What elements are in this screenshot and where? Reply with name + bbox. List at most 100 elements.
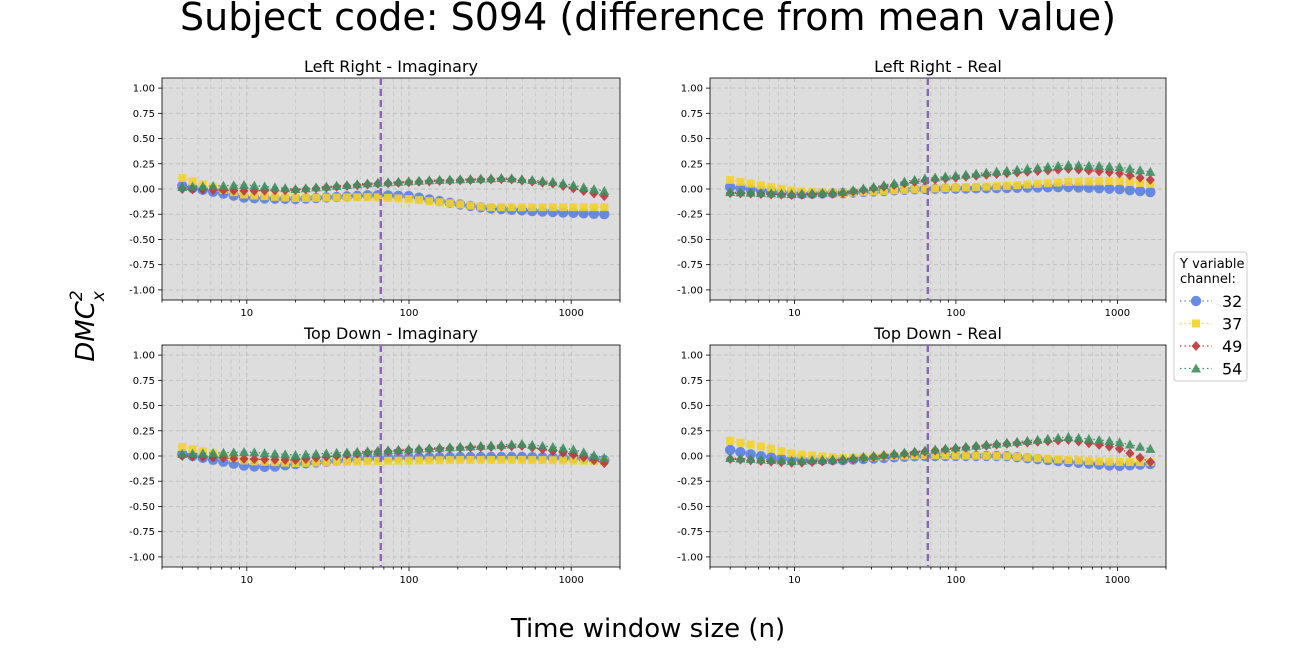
- data-point: [197, 448, 208, 458]
- data-point: [1125, 458, 1134, 467]
- data-point: [425, 197, 434, 206]
- data-point: [868, 181, 879, 191]
- data-point: [218, 447, 229, 457]
- data-point: [951, 451, 960, 460]
- legend-entry-54: 54: [1180, 360, 1242, 379]
- data-point: [465, 441, 476, 451]
- data-point: [1135, 452, 1145, 463]
- legend-label: 54: [1222, 360, 1242, 379]
- data-point: [228, 447, 239, 457]
- data-point: [1084, 456, 1093, 465]
- legend-entry-37: 37: [1180, 315, 1242, 334]
- legend: Y variable channel: 32 37 49 54: [1173, 251, 1248, 382]
- subplot-1: 1.00 0.75 0.50 0.25 0.00 -0.25 -0.50 -0.75 -1.00…: [129, 57, 621, 319]
- data-point: [516, 438, 527, 448]
- subplot-3: 1.00 0.75 0.50 0.25 0.00 -0.25 -0.50 -0.75 -1.00…: [129, 324, 621, 586]
- data-point: [767, 444, 776, 453]
- data-point: [506, 439, 517, 449]
- data-point: [1125, 448, 1135, 459]
- y-tick-label: -0.75: [677, 527, 703, 538]
- data-point: [725, 187, 736, 197]
- data-point: [724, 181, 736, 193]
- data-point: [1001, 437, 1012, 447]
- data-point: [569, 203, 578, 212]
- data-point: [424, 175, 435, 185]
- data-point: [1012, 436, 1023, 446]
- y-tick-label: 1.00: [133, 84, 155, 95]
- data-point: [384, 193, 393, 202]
- data-point: [1064, 177, 1073, 186]
- y-tick-label: 0.00: [681, 452, 703, 463]
- data-point: [858, 451, 869, 461]
- data-point: [588, 450, 599, 460]
- y-axis-label-sup: 2: [67, 290, 87, 301]
- y-tick-label: -1.00: [677, 285, 703, 296]
- data-point: [527, 175, 538, 185]
- data-point: [797, 450, 806, 459]
- data-point: [786, 188, 797, 198]
- data-point: [899, 176, 910, 186]
- data-point: [435, 456, 444, 465]
- data-point: [178, 173, 187, 182]
- data-point: [1135, 165, 1146, 175]
- subplot-title: Top Down - Real: [873, 324, 1002, 343]
- data-point: [1023, 453, 1032, 462]
- x-tick-label: 1000: [1105, 308, 1130, 319]
- data-point: [920, 184, 929, 193]
- data-point: [239, 453, 249, 464]
- data-point: [455, 174, 466, 184]
- data-point: [558, 443, 569, 453]
- data-point: [1124, 163, 1135, 173]
- data-point: [1095, 457, 1104, 466]
- data-point: [950, 442, 961, 452]
- data-point: [1033, 454, 1042, 463]
- data-point: [218, 180, 229, 190]
- data-point: [187, 448, 198, 458]
- x-tick-label: 10: [240, 575, 253, 586]
- data-point: [899, 447, 910, 457]
- data-point: [435, 198, 444, 207]
- data-point: [249, 447, 260, 457]
- data-point: [777, 447, 786, 456]
- data-point: [736, 438, 745, 447]
- data-point: [486, 440, 497, 450]
- data-point: [270, 192, 279, 201]
- data-point: [281, 193, 290, 202]
- data-point: [1134, 185, 1146, 197]
- data-point: [547, 442, 558, 452]
- data-point: [868, 450, 879, 460]
- data-point: [559, 456, 568, 465]
- data-point: [1074, 177, 1083, 186]
- legend-box: [1173, 251, 1248, 382]
- x-tick-label: 10: [788, 308, 801, 319]
- data-point: [404, 195, 413, 204]
- data-point: [991, 166, 1002, 176]
- data-point: [178, 442, 187, 451]
- data-point: [342, 457, 351, 466]
- data-point: [414, 443, 425, 453]
- data-point: [992, 182, 1001, 191]
- data-point: [961, 451, 970, 460]
- data-point: [1023, 180, 1032, 189]
- data-point: [187, 181, 198, 191]
- data-point: [456, 200, 465, 209]
- x-tick-label: 100: [946, 575, 965, 586]
- data-point: [755, 187, 766, 197]
- data-point: [362, 446, 373, 456]
- data-point: [332, 193, 341, 202]
- data-point: [786, 455, 797, 465]
- data-point: [878, 180, 889, 190]
- data-point: [331, 447, 342, 457]
- y-tick-label: 1.00: [681, 84, 703, 95]
- data-point: [971, 168, 982, 178]
- data-point: [384, 456, 393, 465]
- data-point: [776, 188, 787, 198]
- data-point: [578, 182, 589, 192]
- data-point: [599, 209, 610, 220]
- y-tick-label: -0.75: [677, 260, 703, 271]
- data-point: [568, 444, 579, 454]
- y-tick-label: 0.50: [681, 401, 703, 412]
- data-point: [940, 443, 951, 453]
- data-point: [506, 173, 517, 183]
- data-point: [1073, 160, 1084, 170]
